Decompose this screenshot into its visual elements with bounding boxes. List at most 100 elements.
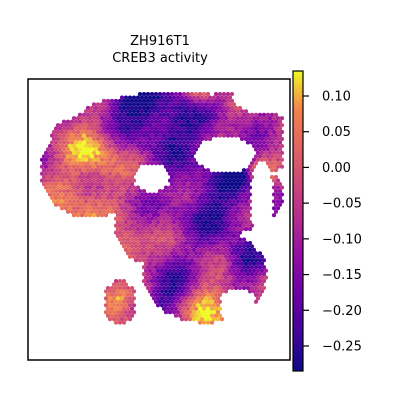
- tissue-spot: [155, 192, 161, 197]
- tissue-spot: [239, 123, 245, 128]
- tissue-spot: [243, 206, 249, 211]
- tissue-spot: [115, 289, 121, 294]
- tissue-spot: [77, 147, 83, 152]
- tissue-spot: [191, 275, 197, 280]
- tissue-spot: [163, 240, 169, 246]
- tissue-spot: [181, 279, 187, 284]
- tissue-spot: [105, 209, 111, 214]
- tissue-spot: [187, 227, 193, 232]
- tissue-spot: [221, 265, 227, 270]
- tissue-spot: [127, 206, 133, 211]
- tissue-spot: [205, 244, 211, 249]
- tissue-spot: [219, 213, 225, 218]
- tissue-spot: [193, 175, 199, 180]
- tissue-spot: [183, 247, 189, 252]
- tissue-spot: [147, 275, 153, 280]
- tissue-spot: [215, 268, 221, 273]
- tissue-spot: [221, 91, 227, 97]
- tissue-spot: [155, 254, 161, 259]
- tissue-spot: [187, 268, 193, 273]
- tissue-spot: [131, 123, 137, 128]
- tissue-spot: [139, 150, 145, 155]
- tissue-spot: [257, 133, 263, 138]
- tissue-spot: [211, 95, 217, 100]
- tissue-spot: [107, 310, 113, 315]
- tissue-spot: [185, 119, 191, 124]
- tissue-spot: [231, 233, 237, 239]
- tissue-spot: [159, 199, 165, 204]
- tissue-spot: [135, 143, 141, 149]
- tissue-spot: [255, 150, 261, 155]
- tissue-spot: [49, 182, 55, 187]
- tissue-spot: [173, 188, 179, 194]
- tissue-spot: [257, 112, 263, 117]
- tissue-spot: [49, 140, 55, 145]
- tissue-spot: [95, 171, 101, 176]
- tissue-spot: [163, 310, 169, 315]
- tissue-spot: [129, 126, 135, 131]
- tissue-spot: [101, 161, 107, 166]
- tissue-spot: [255, 143, 261, 149]
- tissue-spot: [217, 285, 223, 291]
- tissue-spot: [119, 192, 125, 197]
- tissue-spot: [163, 157, 169, 162]
- tissue-spot: [203, 296, 209, 301]
- tissue-spot: [171, 143, 177, 149]
- tissue-spot: [79, 178, 85, 183]
- tissue-spot: [195, 206, 201, 211]
- tissue-spot: [265, 140, 271, 145]
- tissue-spot: [107, 178, 113, 183]
- tissue-spot: [77, 119, 83, 124]
- tissue-spot: [77, 161, 83, 166]
- tissue-spot: [245, 251, 251, 256]
- tissue-spot: [187, 261, 193, 266]
- tissue-spot: [205, 272, 211, 277]
- tissue-spot: [189, 154, 195, 159]
- tissue-spot: [93, 188, 99, 194]
- tissue-spot: [103, 178, 109, 183]
- tissue-spot: [71, 150, 77, 155]
- tissue-spot: [129, 216, 135, 221]
- tissue-spot: [77, 154, 83, 159]
- tissue-spot: [49, 175, 55, 180]
- tissue-spot: [43, 164, 49, 169]
- tissue-spot: [149, 140, 155, 145]
- tissue-spot: [99, 178, 105, 183]
- tissue-spot: [167, 178, 173, 183]
- tissue-spot: [197, 306, 203, 311]
- tissue-spot: [47, 157, 53, 162]
- tissue-spot: [173, 161, 179, 166]
- tissue-spot: [187, 171, 193, 176]
- tissue-spot: [83, 199, 89, 204]
- tissue-spot: [251, 289, 257, 294]
- tissue-spot: [155, 150, 161, 155]
- tissue-spot: [205, 223, 211, 228]
- tissue-spot: [77, 202, 83, 207]
- tissue-spot: [175, 261, 181, 266]
- tissue-spot: [133, 147, 139, 152]
- tissue-spot: [269, 161, 275, 166]
- tissue-spot: [263, 136, 269, 142]
- tissue-spot: [75, 143, 81, 149]
- tissue-spot: [211, 199, 217, 204]
- tissue-spot: [261, 272, 267, 277]
- tissue-spot: [259, 254, 265, 259]
- tissue-spot: [41, 168, 47, 173]
- tissue-spot: [181, 237, 187, 242]
- tissue-spot: [221, 230, 227, 235]
- tissue-spot: [173, 306, 179, 311]
- tissue-spot: [199, 233, 205, 239]
- tissue-spot: [75, 192, 81, 197]
- tissue-spot: [167, 171, 173, 176]
- tissue-spot: [171, 123, 177, 128]
- tissue-spot: [191, 247, 197, 252]
- tissue-spot: [245, 223, 251, 228]
- tissue-spot: [159, 116, 165, 121]
- tissue-spot: [197, 195, 203, 200]
- tissue-spot: [115, 192, 121, 197]
- tissue-spot: [233, 202, 239, 207]
- tissue-spot: [233, 285, 239, 291]
- tissue-spot: [87, 150, 93, 155]
- tissue-spot: [81, 175, 87, 180]
- tissue-spot: [245, 133, 251, 138]
